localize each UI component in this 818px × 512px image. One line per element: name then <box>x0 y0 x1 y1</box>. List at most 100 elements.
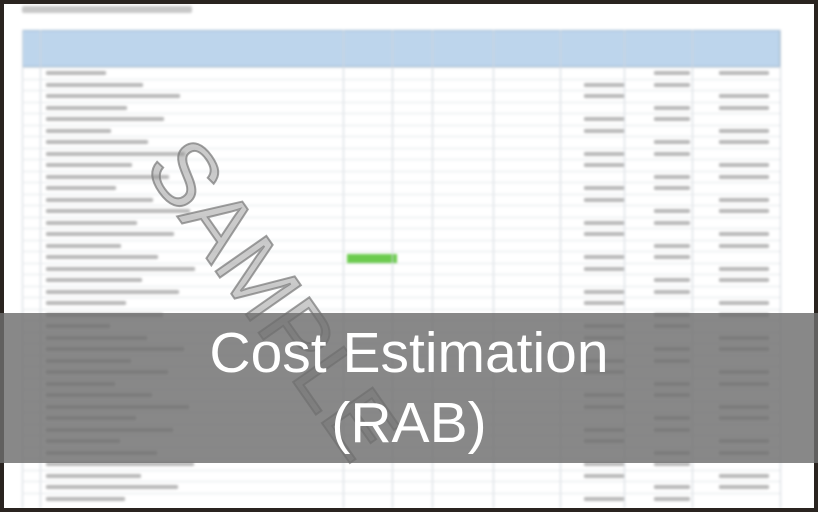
blurred-number <box>654 496 690 501</box>
grid-line <box>22 216 780 218</box>
blurred-number <box>584 94 624 98</box>
grid-line <box>493 30 494 508</box>
grid-line <box>22 492 780 494</box>
blurred-number <box>719 301 769 305</box>
blurred-number <box>584 462 624 466</box>
blurred-number <box>584 186 624 190</box>
grid-line <box>22 285 780 287</box>
blurred-number <box>719 174 769 179</box>
blurred-text <box>46 243 121 248</box>
blurred-text <box>46 266 195 271</box>
grid-line <box>22 159 780 160</box>
blurred-number <box>719 105 769 110</box>
blurred-number <box>719 140 769 144</box>
blurred-number <box>654 243 690 248</box>
blurred-text <box>46 174 169 179</box>
blurred-text <box>46 473 141 478</box>
grid-line <box>343 30 344 508</box>
blurred-number <box>654 289 690 294</box>
blurred-number <box>719 485 769 489</box>
blurred-text <box>46 289 179 294</box>
blurred-number <box>654 462 690 466</box>
blurred-number <box>584 496 624 501</box>
grid-line <box>22 228 780 229</box>
document-title-blurred <box>22 6 192 13</box>
blurred-text <box>46 301 126 305</box>
grid-line <box>22 469 780 471</box>
blurred-number <box>719 209 769 213</box>
blurred-number <box>584 232 624 236</box>
blurred-number <box>584 266 624 271</box>
grid-line <box>22 90 780 91</box>
grid-line <box>40 30 41 508</box>
blurred-number <box>719 163 769 167</box>
blurred-number <box>654 209 690 213</box>
blurred-number <box>584 128 624 133</box>
blurred-number <box>719 71 769 75</box>
grid-line <box>560 30 561 508</box>
blurred-text <box>46 140 148 144</box>
blurred-text <box>46 163 132 167</box>
blurred-number <box>654 255 690 259</box>
blurred-number <box>584 163 624 167</box>
blurred-text <box>46 209 190 213</box>
blurred-text <box>46 186 116 190</box>
grid-line <box>22 297 780 298</box>
blurred-number <box>584 220 624 225</box>
blurred-number <box>654 220 690 225</box>
blurred-text <box>46 128 111 133</box>
blurred-text <box>46 255 158 259</box>
blurred-text <box>46 94 180 98</box>
highlighted-cell <box>347 254 397 263</box>
grid-line <box>692 30 693 508</box>
blurred-number <box>584 255 624 259</box>
grid-line <box>22 481 780 482</box>
blurred-number <box>654 151 690 156</box>
blurred-text <box>46 117 164 121</box>
grid-line <box>392 30 393 508</box>
grid-line <box>22 124 780 126</box>
blurred-text <box>46 105 127 110</box>
blurred-number <box>719 197 769 202</box>
grid-line <box>22 239 780 241</box>
blurred-number <box>719 278 769 282</box>
grid-line <box>22 205 780 206</box>
grid-line <box>22 136 780 137</box>
blurred-text <box>46 220 137 225</box>
grid-line <box>22 182 780 183</box>
blurred-text <box>46 278 142 282</box>
grid-line <box>22 113 780 114</box>
blurred-text <box>46 462 194 466</box>
blurred-number <box>584 82 624 87</box>
blurred-number <box>719 128 769 133</box>
blurred-number <box>719 243 769 248</box>
grid-line <box>22 30 23 508</box>
blurred-number <box>654 140 690 144</box>
title-line-1: Cost Estimation <box>209 321 609 385</box>
grid-line <box>22 262 780 264</box>
blurred-number <box>654 186 690 190</box>
blurred-text <box>46 82 143 87</box>
blurred-text <box>46 496 125 501</box>
blurred-number <box>584 197 624 202</box>
blurred-text <box>46 197 153 202</box>
blurred-number <box>654 71 690 75</box>
blurred-number <box>719 232 769 236</box>
grid-line <box>22 308 780 310</box>
grid-line <box>22 147 780 149</box>
blurred-number <box>654 82 690 87</box>
grid-line <box>624 30 625 508</box>
grid-line <box>22 67 780 68</box>
blurred-number <box>654 174 690 179</box>
blurred-number <box>584 289 624 294</box>
grid-line <box>22 101 780 103</box>
blurred-number <box>719 94 769 98</box>
blurred-number <box>584 151 624 156</box>
blurred-text <box>46 151 185 156</box>
grid-line <box>22 193 780 195</box>
title-line-2: (RAB) <box>331 391 487 455</box>
blurred-number <box>584 473 624 478</box>
blurred-number <box>654 117 690 121</box>
grid-line <box>22 251 780 252</box>
blurred-text <box>46 485 178 489</box>
